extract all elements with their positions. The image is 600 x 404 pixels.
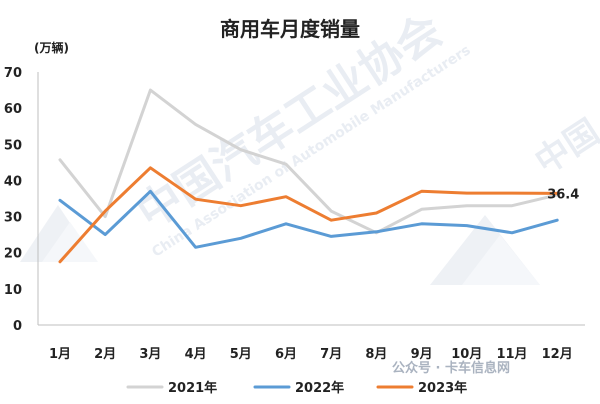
y-tick-label: 10: [4, 283, 22, 298]
x-tick-label: 9月: [411, 347, 433, 362]
x-tick-label: 6月: [275, 347, 297, 362]
watermark: 中国汽车工业协会 China Association of Automobile…: [20, 5, 600, 285]
y-tick-label: 50: [4, 138, 22, 153]
y-tick-label: 0: [13, 319, 22, 334]
y-axis-ticks: 0 10 20 30 40 50 60 70: [4, 66, 22, 334]
axes: [37, 72, 585, 326]
watermark-logo-right: [430, 215, 540, 285]
x-tick-label: 11月: [496, 347, 527, 362]
watermark-side-text: 中国: [528, 112, 600, 183]
x-tick-label: 8月: [365, 347, 387, 362]
series-lines: [58, 88, 559, 264]
x-tick-label: 1月: [49, 347, 71, 362]
y-tick-label: 30: [4, 211, 22, 226]
y-tick-label: 60: [4, 102, 22, 117]
unit-label: (万辆): [34, 40, 69, 55]
y-tick-label: 40: [4, 174, 22, 189]
data-label: 36.4: [547, 187, 579, 202]
x-axis-ticks: 1月 2月 3月 4月 5月 6月 7月 8月 9月 10月 11月 12月: [49, 347, 573, 362]
x-tick-label: 5月: [230, 347, 252, 362]
legend: 2021年 2022年 2023年: [126, 380, 467, 396]
legend-label: 2023年: [418, 380, 467, 396]
watermark-logo-left: [20, 205, 98, 262]
series-line-2021年: [58, 88, 559, 235]
x-tick-label: 3月: [139, 347, 161, 362]
y-tick-label: 70: [4, 66, 22, 81]
legend-label: 2021年: [168, 380, 217, 396]
series-line-2023年: [58, 166, 559, 264]
x-tick-label: 7月: [320, 347, 342, 362]
chart-title: 商用车月度销量: [220, 17, 360, 41]
x-tick-label: 12月: [542, 347, 573, 362]
legend-label: 2022年: [295, 380, 344, 396]
wechat-watermark: 公众号 · 卡车信息网: [392, 360, 510, 376]
x-tick-label: 10月: [451, 347, 482, 362]
data-labels: 36.4: [547, 187, 579, 202]
series-line-2022年: [58, 189, 559, 249]
x-tick-label: 2月: [94, 347, 116, 362]
x-tick-label: 4月: [185, 347, 207, 362]
y-tick-label: 20: [4, 247, 22, 262]
